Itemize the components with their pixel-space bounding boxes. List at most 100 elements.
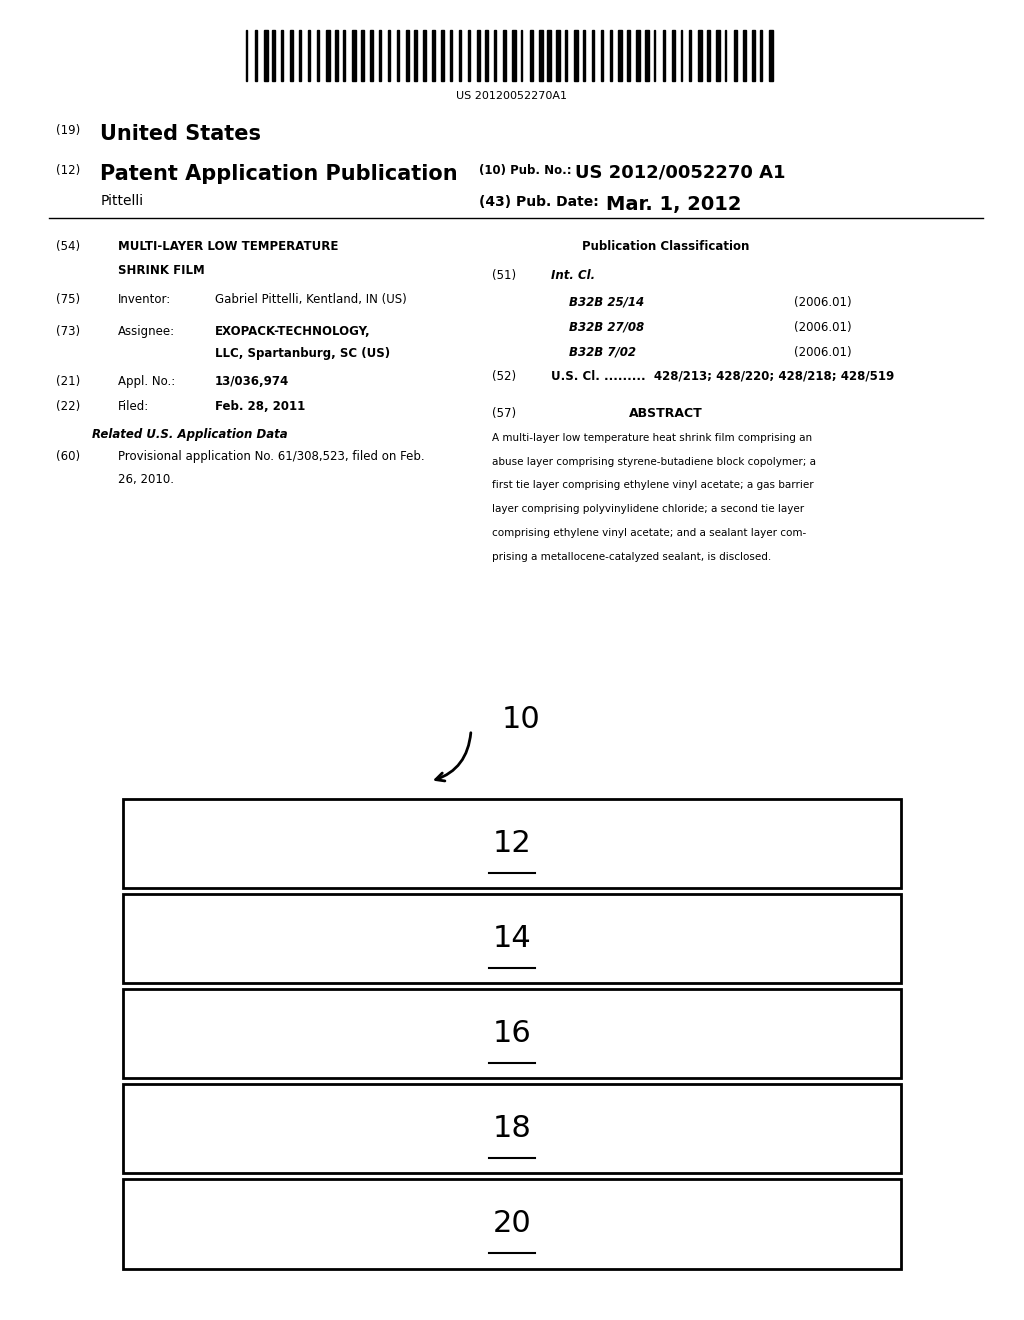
Text: (43) Pub. Date:: (43) Pub. Date: <box>479 195 599 210</box>
Text: 12: 12 <box>493 829 531 858</box>
Bar <box>681 30 682 81</box>
Text: B32B 7/02: B32B 7/02 <box>569 346 636 359</box>
Bar <box>335 30 338 81</box>
Bar <box>450 30 453 81</box>
Bar <box>565 30 567 81</box>
Text: (52): (52) <box>492 370 516 383</box>
Text: LLC, Spartanburg, SC (US): LLC, Spartanburg, SC (US) <box>215 347 390 360</box>
Text: U.S. Cl. .........  428/213; 428/220; 428/218; 428/519: U.S. Cl. ......... 428/213; 428/220; 428… <box>551 370 894 383</box>
Bar <box>432 30 435 81</box>
Bar <box>299 30 301 81</box>
Bar <box>123 799 901 888</box>
Text: Assignee:: Assignee: <box>118 325 175 338</box>
Bar <box>698 30 702 81</box>
Bar <box>663 30 665 81</box>
Text: Patent Application Publication: Patent Application Publication <box>100 164 458 183</box>
Text: A multi-layer low temperature heat shrink film comprising an: A multi-layer low temperature heat shrin… <box>492 433 812 444</box>
Bar <box>689 30 691 81</box>
Text: (73): (73) <box>56 325 81 338</box>
Bar <box>716 30 720 81</box>
Text: (2006.01): (2006.01) <box>794 321 851 334</box>
Bar <box>379 30 381 81</box>
Bar <box>476 30 479 81</box>
Text: Appl. No.:: Appl. No.: <box>118 375 175 388</box>
Text: (60): (60) <box>56 450 81 463</box>
Bar <box>761 30 762 81</box>
Text: (57): (57) <box>492 407 516 420</box>
Text: Int. Cl.: Int. Cl. <box>551 269 595 282</box>
Bar <box>352 30 356 81</box>
Text: 18: 18 <box>493 1114 531 1143</box>
Bar <box>574 30 578 81</box>
Bar <box>123 989 901 1078</box>
Text: United States: United States <box>100 124 261 144</box>
Text: US 20120052270A1: US 20120052270A1 <box>457 91 567 102</box>
Bar <box>539 30 543 81</box>
Bar <box>255 30 257 81</box>
Bar <box>406 30 409 81</box>
Bar <box>423 30 426 81</box>
Bar <box>521 30 522 81</box>
Bar <box>734 30 736 81</box>
Bar <box>512 30 516 81</box>
Text: 13/036,974: 13/036,974 <box>215 375 290 388</box>
Bar <box>459 30 461 81</box>
Text: US 2012/0052270 A1: US 2012/0052270 A1 <box>575 164 786 182</box>
Bar <box>583 30 585 81</box>
Bar <box>769 30 772 81</box>
Text: (2006.01): (2006.01) <box>794 296 851 309</box>
Bar <box>485 30 487 81</box>
Text: Mar. 1, 2012: Mar. 1, 2012 <box>606 195 741 214</box>
Text: layer comprising polyvinylidene chloride; a second tie layer: layer comprising polyvinylidene chloride… <box>492 504 804 515</box>
Text: 26, 2010.: 26, 2010. <box>118 473 174 486</box>
Text: (21): (21) <box>56 375 81 388</box>
Text: 10: 10 <box>502 705 541 734</box>
Bar <box>725 30 726 81</box>
Bar <box>742 30 745 81</box>
Text: Feb. 28, 2011: Feb. 28, 2011 <box>215 400 305 413</box>
Text: 14: 14 <box>493 924 531 953</box>
Text: (2006.01): (2006.01) <box>794 346 851 359</box>
Bar <box>123 1179 901 1269</box>
Bar <box>388 30 390 81</box>
Bar <box>645 30 649 81</box>
Bar <box>556 30 560 81</box>
Text: first tie layer comprising ethylene vinyl acetate; a gas barrier: first tie layer comprising ethylene viny… <box>492 480 813 491</box>
Text: Pittelli: Pittelli <box>100 194 143 209</box>
Text: EXOPACK-TECHNOLOGY,: EXOPACK-TECHNOLOGY, <box>215 325 371 338</box>
Text: ABSTRACT: ABSTRACT <box>629 407 702 420</box>
Bar <box>263 30 267 81</box>
Text: Provisional application No. 61/308,523, filed on Feb.: Provisional application No. 61/308,523, … <box>118 450 424 463</box>
Text: prising a metallocene-catalyzed sealant, is disclosed.: prising a metallocene-catalyzed sealant,… <box>492 552 771 562</box>
Text: B32B 25/14: B32B 25/14 <box>569 296 644 309</box>
Text: (12): (12) <box>56 164 81 177</box>
Bar <box>503 30 506 81</box>
Bar <box>495 30 496 81</box>
Bar <box>246 30 248 81</box>
Bar <box>441 30 443 81</box>
Text: Inventor:: Inventor: <box>118 293 171 306</box>
Text: (51): (51) <box>492 269 516 282</box>
Bar <box>672 30 676 81</box>
Bar <box>468 30 470 81</box>
Text: (10) Pub. No.:: (10) Pub. No.: <box>479 164 571 177</box>
Bar <box>609 30 612 81</box>
Text: (19): (19) <box>56 124 81 137</box>
Bar <box>396 30 399 81</box>
Text: 20: 20 <box>493 1209 531 1238</box>
Bar <box>343 30 345 81</box>
Bar <box>618 30 623 81</box>
Bar <box>529 30 532 81</box>
Text: 16: 16 <box>493 1019 531 1048</box>
Text: comprising ethylene vinyl acetate; and a sealant layer com-: comprising ethylene vinyl acetate; and a… <box>492 528 806 539</box>
Bar <box>654 30 655 81</box>
Bar <box>548 30 551 81</box>
Bar <box>123 1084 901 1173</box>
Bar <box>752 30 756 81</box>
Text: MULTI-LAYER LOW TEMPERATURE: MULTI-LAYER LOW TEMPERATURE <box>118 240 338 253</box>
Bar <box>123 894 901 983</box>
Text: (22): (22) <box>56 400 81 413</box>
Text: abuse layer comprising styrene-butadiene block copolymer; a: abuse layer comprising styrene-butadiene… <box>492 457 815 467</box>
Bar <box>316 30 318 81</box>
Bar <box>282 30 284 81</box>
